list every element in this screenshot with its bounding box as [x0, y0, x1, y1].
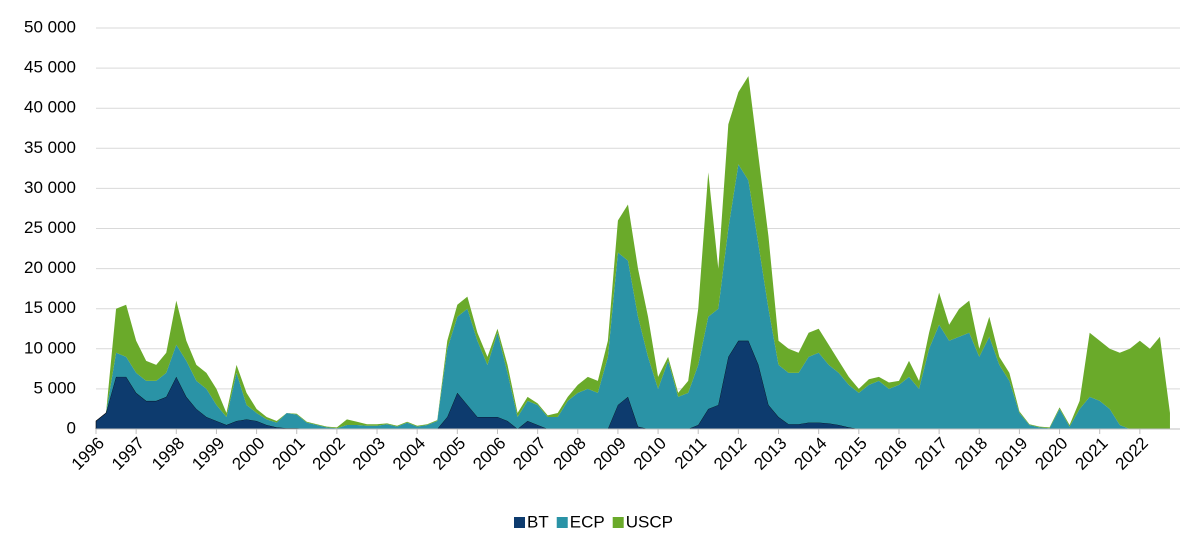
- x-tick-label: 2019: [991, 434, 1031, 474]
- y-tick-label: 0: [67, 418, 76, 437]
- y-tick-label: 40 000: [24, 98, 76, 117]
- legend-label: ECP: [570, 512, 605, 531]
- legend-label: BT: [527, 512, 549, 531]
- x-tick-label: 2020: [1031, 434, 1071, 474]
- y-tick-label: 10 000: [24, 338, 76, 357]
- y-tick-label: 20 000: [24, 258, 76, 277]
- y-tick-label: 45 000: [24, 58, 76, 77]
- x-tick-label: 1996: [68, 434, 108, 474]
- y-tick-label: 35 000: [24, 138, 76, 157]
- x-tick-label: 2016: [871, 434, 911, 474]
- x-tick-label: 2015: [831, 434, 871, 474]
- x-tick-label: 2021: [1072, 434, 1112, 474]
- y-tick-label: 15 000: [24, 298, 76, 317]
- y-tick-label: 30 000: [24, 178, 76, 197]
- x-tick-label: 1997: [108, 434, 148, 474]
- x-tick-label: 2009: [590, 434, 630, 474]
- legend-swatch: [612, 517, 624, 528]
- y-tick-label: 50 000: [24, 17, 76, 36]
- x-tick-label: 2004: [389, 434, 429, 474]
- x-tick-label: 2008: [550, 434, 590, 474]
- x-tick-label: 2018: [951, 434, 991, 474]
- x-tick-label: 1999: [188, 434, 228, 474]
- x-tick-label: 2022: [1112, 434, 1152, 474]
- x-tick-label: 2007: [509, 434, 549, 474]
- x-tick-label: 1998: [148, 434, 188, 474]
- x-tick-label: 2013: [750, 434, 790, 474]
- x-tick-label: 2002: [309, 434, 349, 474]
- legend-swatch: [556, 517, 568, 528]
- x-tick-label: 2014: [790, 434, 830, 474]
- x-tick-label: 2012: [710, 434, 750, 474]
- x-tick-label: 2003: [349, 434, 389, 474]
- legend-label: USCP: [626, 512, 673, 531]
- x-tick-label: 2010: [630, 434, 670, 474]
- y-tick-label: 5 000: [33, 378, 76, 397]
- x-tick-label: 2005: [429, 434, 469, 474]
- legend-swatch: [514, 517, 525, 528]
- x-tick-label: 2006: [469, 434, 509, 474]
- x-tick-label: 2017: [911, 434, 951, 474]
- x-tick-label: 2001: [269, 434, 309, 474]
- area: [96, 164, 1170, 429]
- x-tick-label: 2000: [228, 434, 268, 474]
- x-tick-label: 2011: [671, 434, 710, 473]
- y-tick-label: 25 000: [24, 218, 76, 237]
- area: [96, 76, 1170, 430]
